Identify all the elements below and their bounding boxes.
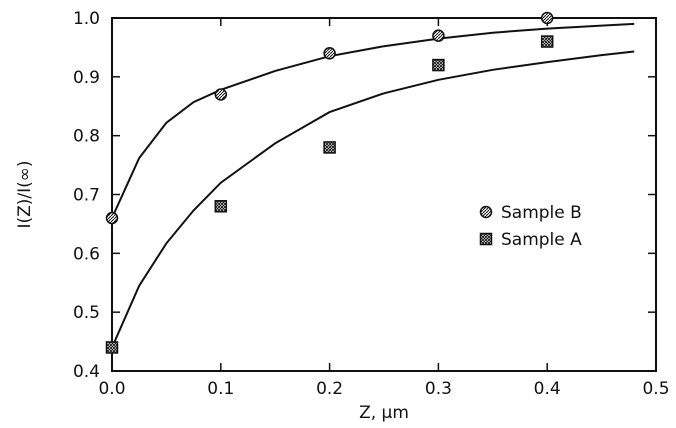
data-point	[323, 47, 336, 60]
x-tick-label: 0.0	[98, 379, 125, 399]
fit-curve	[111, 50, 635, 348]
data-points	[105, 11, 554, 354]
y-axis-ticks: 0.4 0.5 0.6 0.7 0.8 0.9 1.0	[73, 9, 656, 382]
legend: Sample B Sample A	[479, 203, 582, 250]
plot-area	[111, 17, 657, 372]
fit-curve	[111, 22, 635, 219]
data-point	[432, 29, 445, 42]
data-point	[214, 88, 228, 101]
x-axis-title: Z, μm	[359, 403, 409, 423]
y-axis-title: I(Z)/I(∞)	[15, 160, 35, 228]
x-tick-label: 0.1	[207, 379, 234, 399]
x-tick-label: 0.5	[642, 379, 669, 399]
y-tick-label: 0.9	[73, 68, 100, 88]
data-point	[214, 200, 228, 213]
data-point	[105, 211, 119, 225]
fit-curves	[111, 22, 635, 348]
data-point	[540, 35, 554, 48]
legend-marker	[479, 232, 493, 246]
data-point	[432, 58, 445, 72]
y-tick-label: 0.4	[73, 362, 100, 382]
x-tick-label: 0.2	[316, 379, 343, 399]
legend-marker	[479, 205, 493, 219]
legend-label: Sample B	[501, 203, 582, 223]
y-tick-label: 0.8	[73, 127, 100, 147]
y-tick-label: 0.5	[73, 303, 100, 323]
y-tick-label: 0.6	[73, 244, 100, 264]
data-point	[540, 11, 554, 25]
y-tick-label: 1.0	[73, 9, 100, 29]
x-axis-ticks: 0.0 0.1 0.2 0.3 0.4 0.5	[98, 18, 670, 399]
data-point	[105, 341, 119, 354]
x-tick-label: 0.4	[534, 379, 561, 399]
legend-label: Sample A	[501, 230, 582, 250]
data-point	[323, 141, 336, 154]
x-tick-label: 0.3	[425, 379, 452, 399]
y-tick-label: 0.7	[73, 186, 100, 206]
